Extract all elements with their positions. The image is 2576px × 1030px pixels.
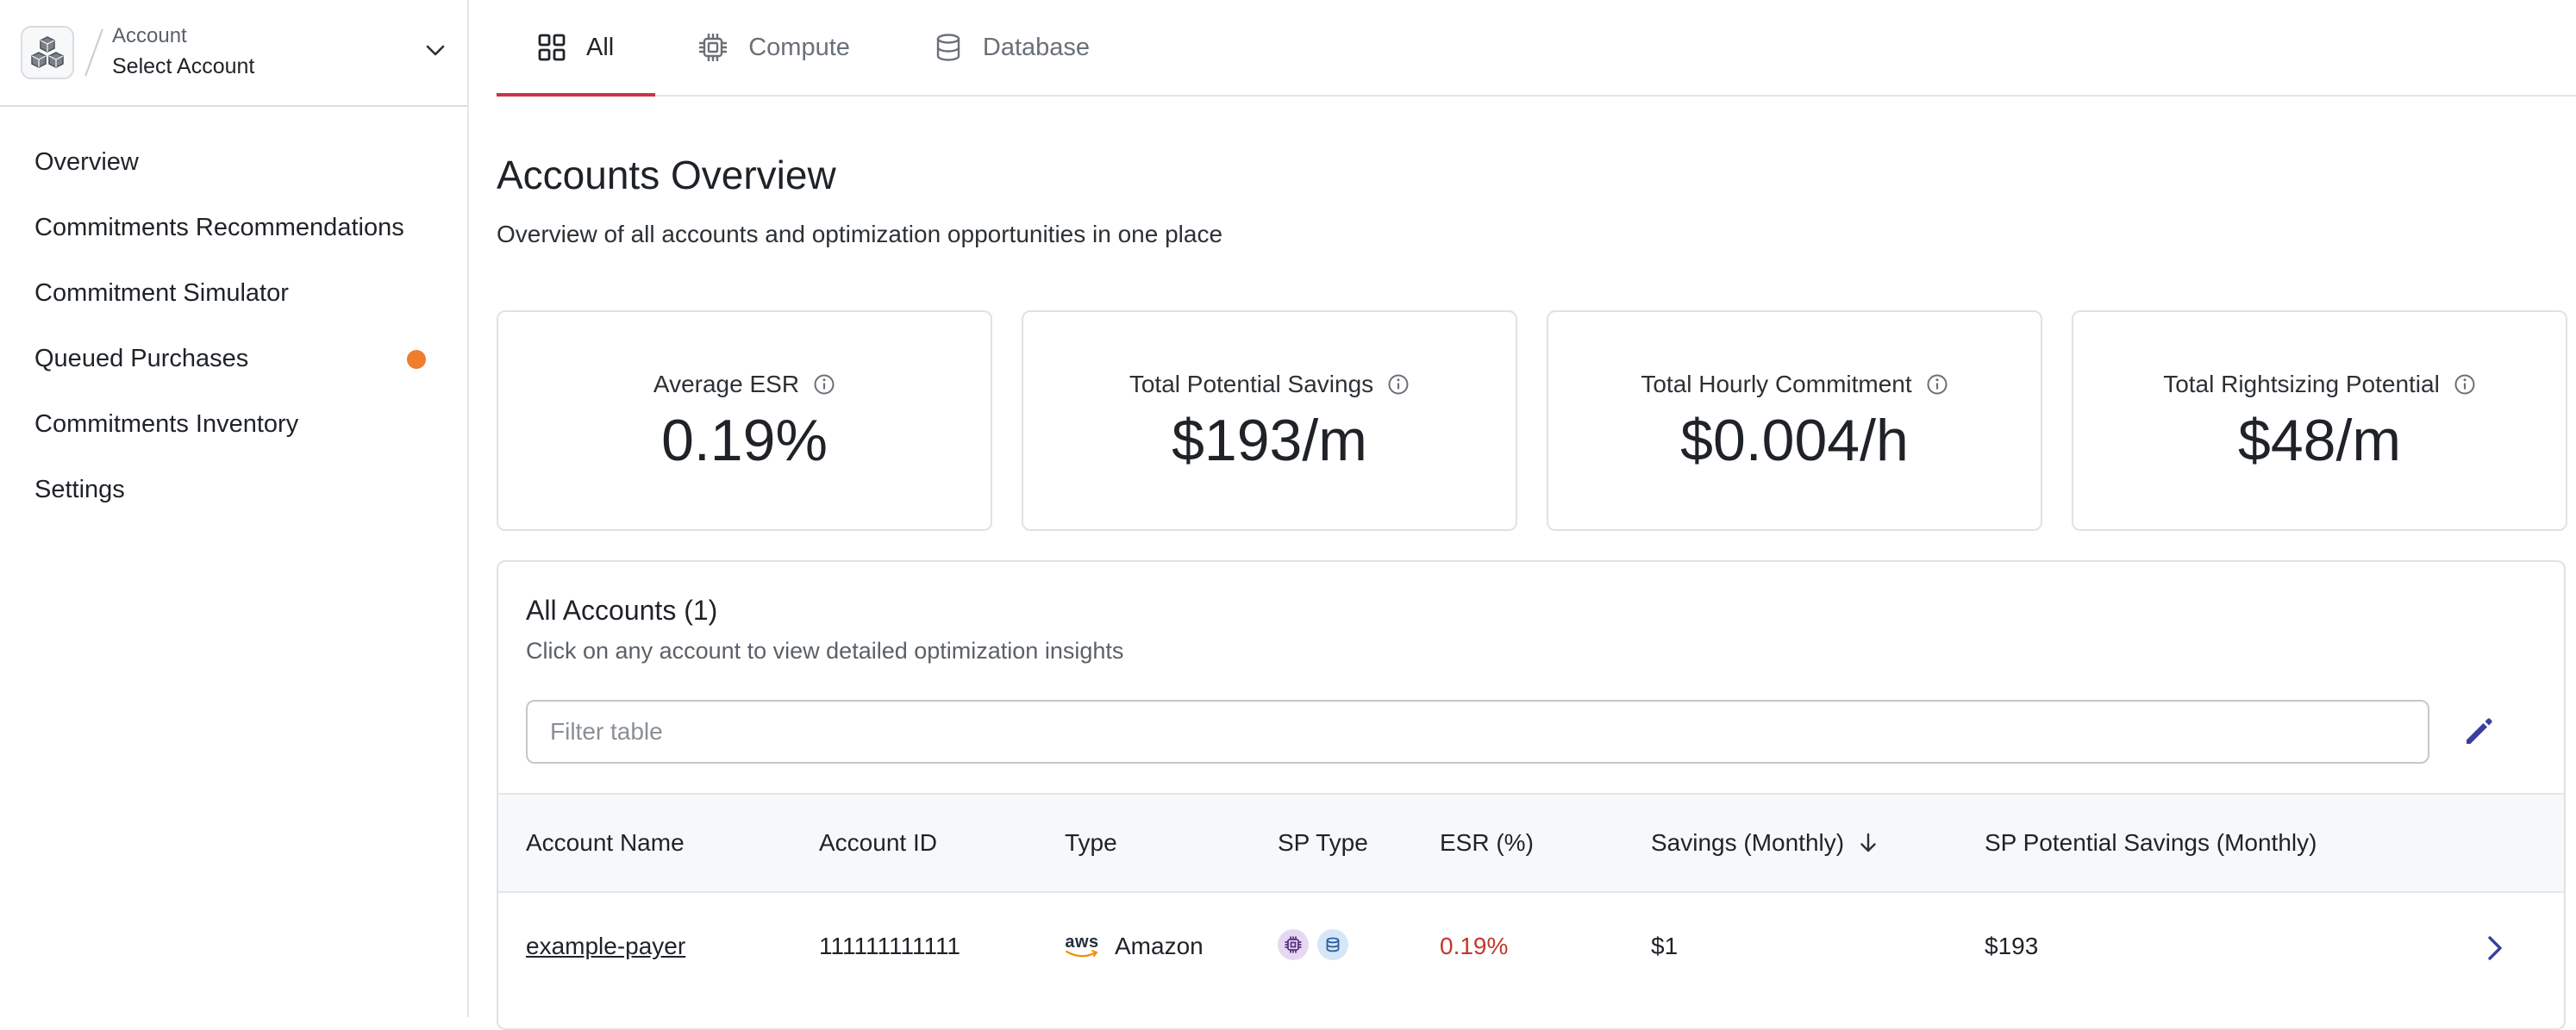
- aws-logo-text: aws: [1065, 933, 1099, 952]
- tab-label: All: [586, 33, 615, 61]
- accounts-table-card: All Accounts (1) Click on any account to…: [497, 560, 2566, 1030]
- card-value: 0.19%: [661, 408, 828, 473]
- column-header-label: Savings (Monthly): [1651, 829, 1845, 856]
- info-icon[interactable]: [2454, 373, 2476, 396]
- breadcrumb-separator: [84, 28, 103, 77]
- sidebar-item-label: Commitments Recommendations: [34, 213, 404, 241]
- sidebar-item-label: Commitment Simulator: [34, 278, 289, 307]
- tab-label: Compute: [748, 33, 850, 61]
- info-icon[interactable]: [1387, 373, 1410, 396]
- account-selector[interactable]: Account Select Account: [0, 0, 467, 107]
- tab-all[interactable]: All: [497, 0, 656, 97]
- sidebar-nav: Overview Commitments Recommendations Com…: [0, 107, 467, 522]
- card-label: Total Hourly Commitment: [1641, 371, 1912, 397]
- card-total-hourly-commitment: Total Hourly Commitment $0.004/h: [1547, 310, 2042, 531]
- sidebar: Account Select Account Overview Commitme…: [0, 0, 469, 1017]
- sp-type-cell: [1278, 929, 1357, 960]
- card-average-esr: Average ESR 0.19%: [497, 310, 992, 531]
- account-name-link[interactable]: example-payer: [526, 933, 686, 959]
- table-header: Account Name Account ID Type SP Type ESR…: [498, 793, 2564, 893]
- card-total-potential-savings: Total Potential Savings $193/m: [1022, 310, 1517, 531]
- type-cell: aws Amazon: [1065, 933, 1204, 960]
- cubes-logo-icon: [31, 36, 64, 68]
- compute-chip-icon: [1278, 929, 1309, 960]
- tab-label: Database: [982, 33, 1091, 61]
- sidebar-item-overview[interactable]: Overview: [0, 129, 467, 195]
- column-header-account-id[interactable]: Account ID: [819, 829, 937, 856]
- sidebar-item-label: Commitments Inventory: [34, 409, 299, 438]
- tab-compute[interactable]: Compute: [655, 0, 891, 95]
- info-icon[interactable]: [813, 373, 835, 396]
- sidebar-item-settings[interactable]: Settings: [0, 457, 467, 522]
- summary-cards: Average ESR 0.19% Total Potential Saving…: [497, 310, 2567, 531]
- sidebar-item-commitments-recommendations[interactable]: Commitments Recommendations: [0, 195, 467, 260]
- card-value: $48/m: [2238, 408, 2401, 473]
- table-subtitle: Click on any account to view detailed op…: [526, 638, 1124, 664]
- tab-bar: All Compute Database: [497, 0, 2576, 97]
- esr-cell: 0.19%: [1440, 933, 1509, 959]
- card-label: Total Potential Savings: [1129, 371, 1374, 397]
- aws-logo-icon: aws: [1065, 933, 1099, 958]
- column-header-account-name[interactable]: Account Name: [526, 829, 685, 856]
- column-header-savings-monthly[interactable]: Savings (Monthly): [1651, 829, 1880, 857]
- sidebar-item-label: Queued Purchases: [34, 344, 249, 372]
- sidebar-item-commitments-inventory[interactable]: Commitments Inventory: [0, 391, 467, 457]
- edit-pencil-icon[interactable]: [2460, 712, 2498, 754]
- card-value: $0.004/h: [1680, 408, 1909, 473]
- tab-database[interactable]: Database: [891, 0, 1131, 95]
- account-value: Select Account: [112, 54, 255, 78]
- sp-potential-savings-cell: $193: [1985, 933, 2039, 959]
- main-content: All Compute Database Accounts Overview: [471, 0, 2576, 1030]
- arrow-down-icon[interactable]: [1856, 831, 1880, 855]
- savings-monthly-cell: $1: [1651, 933, 1679, 959]
- card-label: Total Rightsizing Potential: [2163, 371, 2440, 397]
- table-row[interactable]: example-payer 111111111111 aws Amazon: [498, 895, 2564, 1000]
- table-title: All Accounts (1): [526, 595, 718, 626]
- app-logo: [21, 26, 74, 79]
- sidebar-item-queued-purchases[interactable]: Queued Purchases: [0, 326, 467, 391]
- page-title: Accounts Overview: [497, 153, 836, 197]
- card-total-rightsizing-potential: Total Rightsizing Potential $48/m: [2072, 310, 2567, 531]
- account-label: Account: [112, 24, 187, 47]
- filter-table-input[interactable]: [526, 700, 2429, 764]
- sidebar-item-commitment-simulator[interactable]: Commitment Simulator: [0, 260, 467, 326]
- column-header-esr[interactable]: ESR (%): [1440, 829, 1534, 856]
- database-icon: [1317, 929, 1348, 960]
- sidebar-item-label: Settings: [34, 475, 125, 503]
- card-value: $193/m: [1172, 408, 1367, 473]
- column-header-sp-potential-savings[interactable]: SP Potential Savings (Monthly): [1985, 829, 2317, 856]
- page-subtitle: Overview of all accounts and optimizatio…: [497, 221, 1223, 247]
- grid-icon: [536, 32, 567, 63]
- database-icon: [933, 32, 964, 63]
- account-id-cell: 111111111111: [819, 933, 961, 959]
- card-label: Average ESR: [653, 371, 800, 397]
- notification-dot: [407, 350, 426, 369]
- sidebar-item-label: Overview: [34, 147, 139, 176]
- chevron-down-icon[interactable]: [422, 38, 448, 68]
- type-label: Amazon: [1115, 933, 1204, 959]
- info-icon[interactable]: [1926, 373, 1948, 396]
- chevron-right-icon[interactable]: [2479, 933, 2510, 968]
- column-header-sp-type[interactable]: SP Type: [1278, 829, 1368, 856]
- column-header-type[interactable]: Type: [1065, 829, 1117, 856]
- cpu-chip-icon: [697, 31, 729, 64]
